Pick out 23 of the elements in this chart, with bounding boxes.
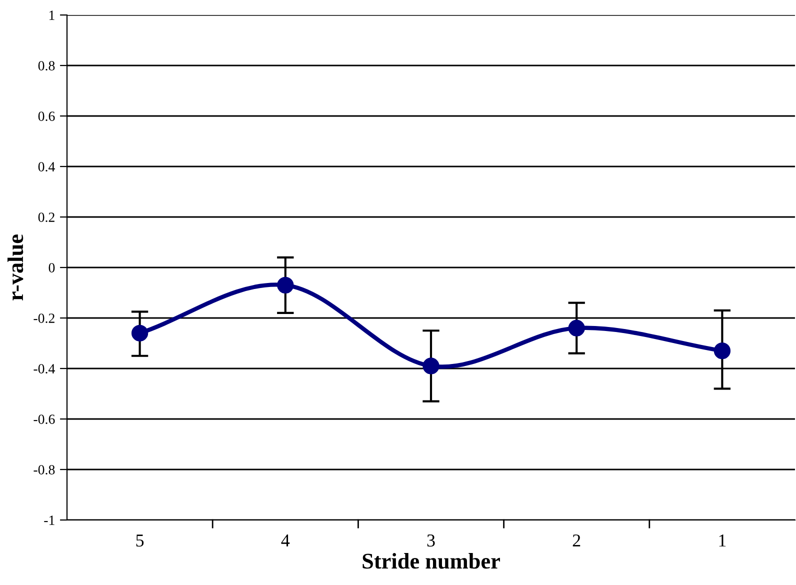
y-tick-label: 0.6 <box>38 112 55 122</box>
y-tick-label: 0.2 <box>38 212 54 222</box>
x-tick-label: 5 <box>136 534 144 547</box>
point <box>714 342 731 360</box>
y-tick-label: 1 <box>49 10 54 20</box>
y-tick-label: 0.4 <box>38 162 55 172</box>
point <box>131 324 148 342</box>
point <box>277 276 294 294</box>
y-tick-label: -1 <box>44 516 54 525</box>
point <box>422 358 440 374</box>
y-tick-label: 0 <box>48 263 55 272</box>
x-tick-label: 1 <box>719 534 726 546</box>
y-tick-label: -0.6 <box>34 414 55 424</box>
point <box>568 320 585 336</box>
x-tick-label: 4 <box>281 534 290 546</box>
y-tick-label: -0.4 <box>34 364 55 374</box>
x-axis-title: Stride number <box>362 553 500 569</box>
y-tick-label: -0.2 <box>34 314 54 324</box>
y-axis-title: r-value <box>8 234 24 300</box>
y-tick-label: 0.8 <box>38 61 55 71</box>
x-tick-label: 3 <box>427 534 435 547</box>
x-tick-label: 2 <box>572 534 580 546</box>
y-tick-label: -0.8 <box>34 465 55 475</box>
